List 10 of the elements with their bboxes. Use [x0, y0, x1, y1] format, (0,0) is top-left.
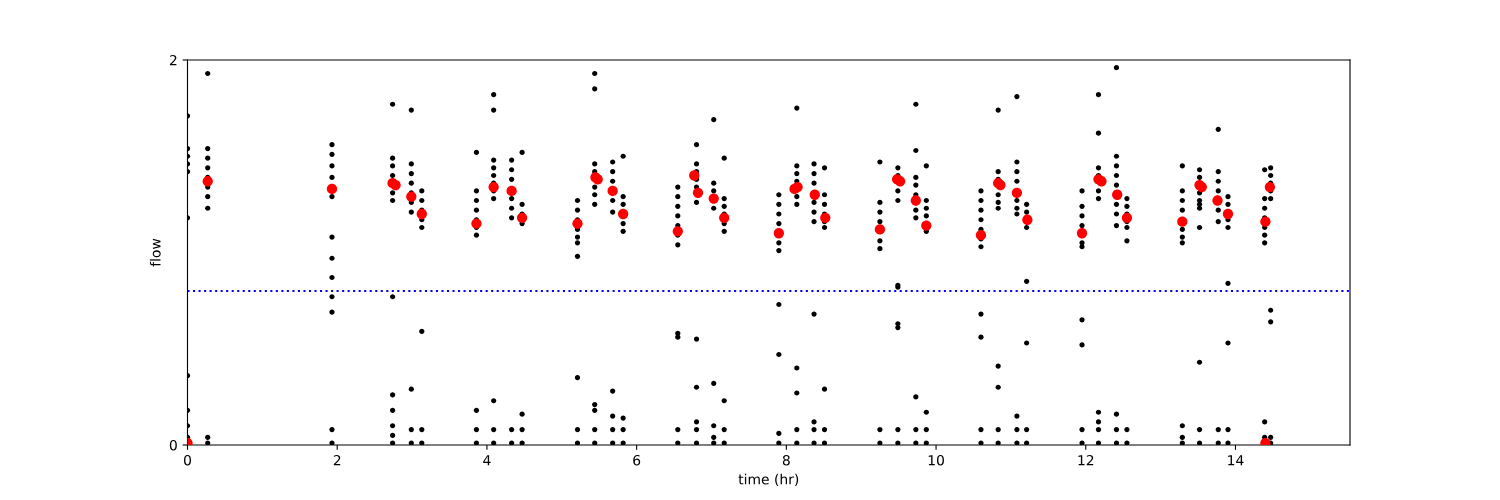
x-tick-label: 0 [184, 454, 191, 466]
x-tick-label: 2 [333, 454, 341, 466]
x-tick-label: 6 [633, 454, 641, 466]
x-tick-label: 8 [782, 454, 790, 466]
x-tick-label: 10 [928, 454, 944, 466]
x-tick-label: 14 [1228, 455, 1244, 466]
x-tick-label: 4 [483, 455, 491, 466]
x-axis-title: time (hr) [738, 473, 799, 487]
x-tick-label: 12 [1078, 454, 1094, 466]
y-axis-title: flow [149, 238, 161, 267]
